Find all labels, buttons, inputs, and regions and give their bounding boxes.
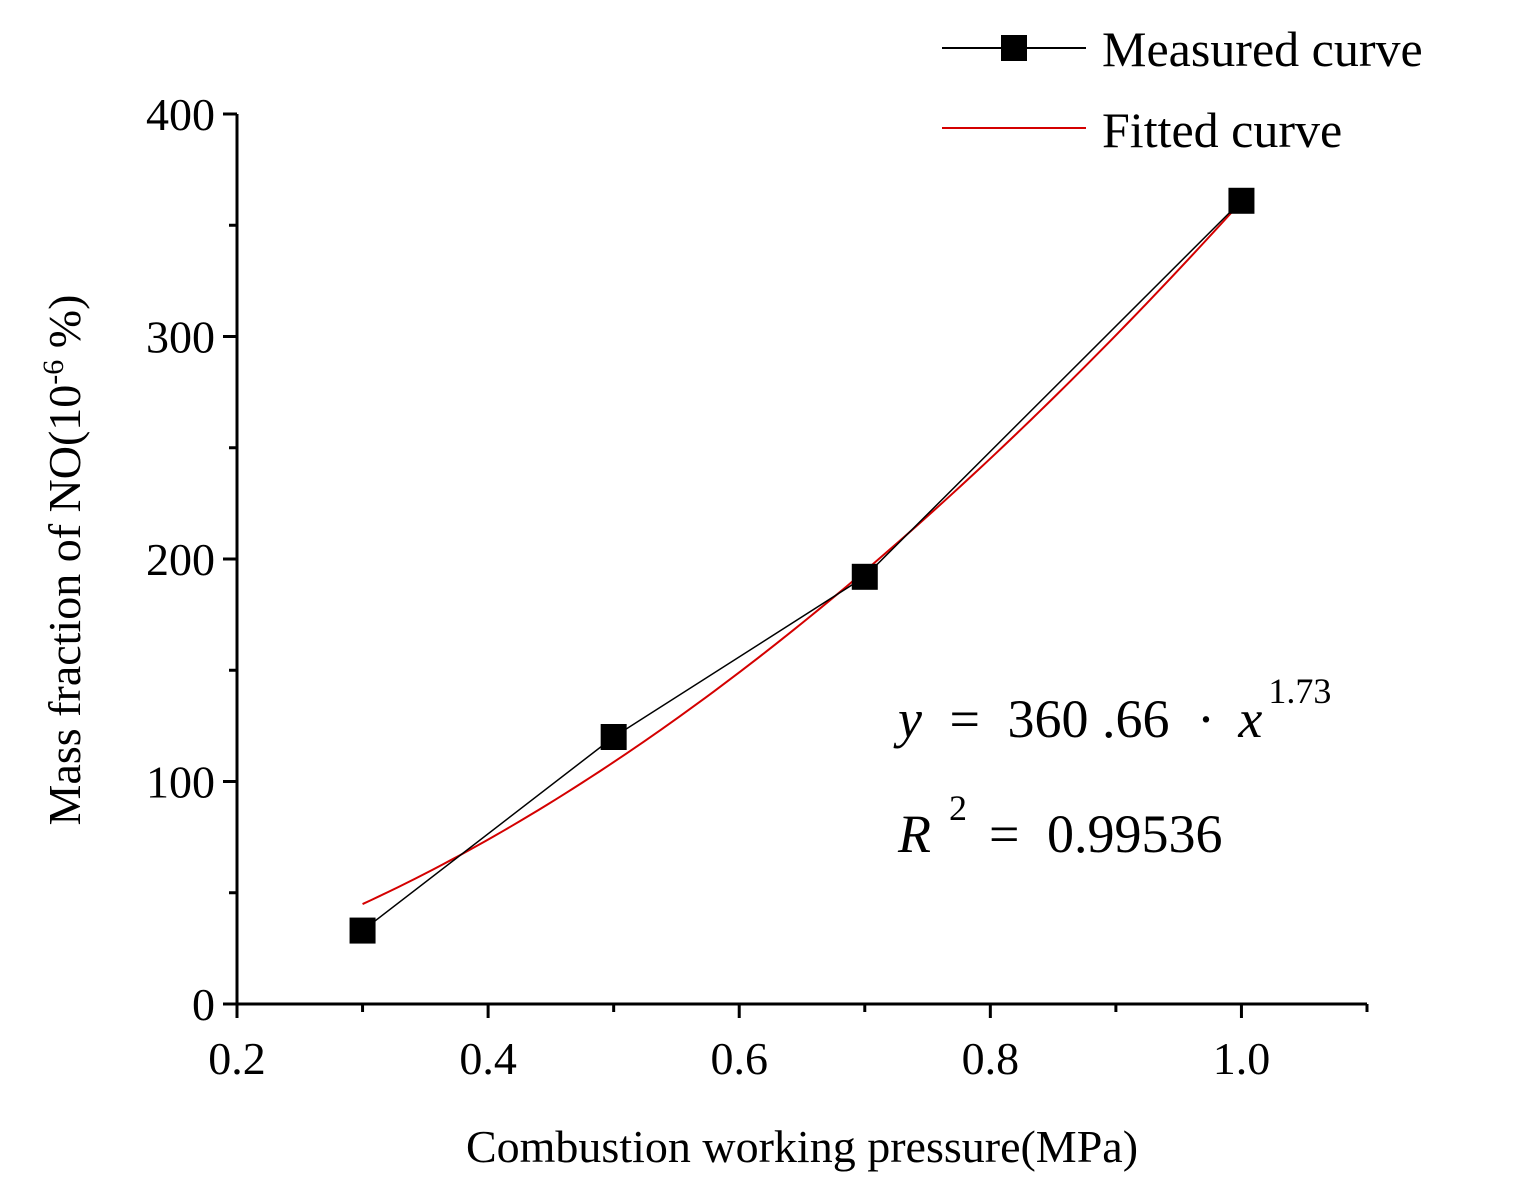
- x-axis-title: Combustion working pressure(MPa): [466, 1121, 1138, 1172]
- measured-point: [851, 563, 878, 590]
- legend-measured-label: Measured curve: [1102, 21, 1423, 77]
- measured-point: [600, 724, 627, 750]
- x-tick-label: 0.8: [962, 1033, 1020, 1084]
- y-tick-label: 0: [192, 979, 215, 1030]
- fitted-curve-line: [362, 200, 1243, 905]
- x-tick-label: 0.2: [208, 1033, 266, 1084]
- y-tick-label: 400: [146, 89, 215, 140]
- r2-annotation: R 2 = 0.99536: [897, 788, 1222, 864]
- x-tick-label: 0.6: [710, 1033, 768, 1084]
- legend: Measured curve Fitted curve: [942, 21, 1423, 158]
- measured-curve-line: [362, 200, 1242, 932]
- legend-measured-marker: [1001, 35, 1027, 61]
- x-tick-label: 0.4: [459, 1033, 517, 1084]
- y-tick-label: 100: [146, 757, 215, 808]
- y-tick-label: 300: [146, 312, 215, 363]
- measured-point: [1228, 187, 1255, 214]
- legend-fitted-label: Fitted curve: [1102, 102, 1342, 158]
- equation-annotation: y = 360 .66 · x 1.73: [893, 671, 1331, 749]
- measured-point: [349, 917, 376, 944]
- axes: 0.2 0.4 0.6 0.8 1.0 0 100 200 300 400: [146, 89, 1369, 1084]
- series-group: [349, 187, 1255, 944]
- y-axis-title: Mass fraction of NO(10-6 %): [37, 295, 90, 826]
- y-tick-label: 200: [146, 534, 215, 585]
- x-tick-label: 1.0: [1213, 1033, 1271, 1084]
